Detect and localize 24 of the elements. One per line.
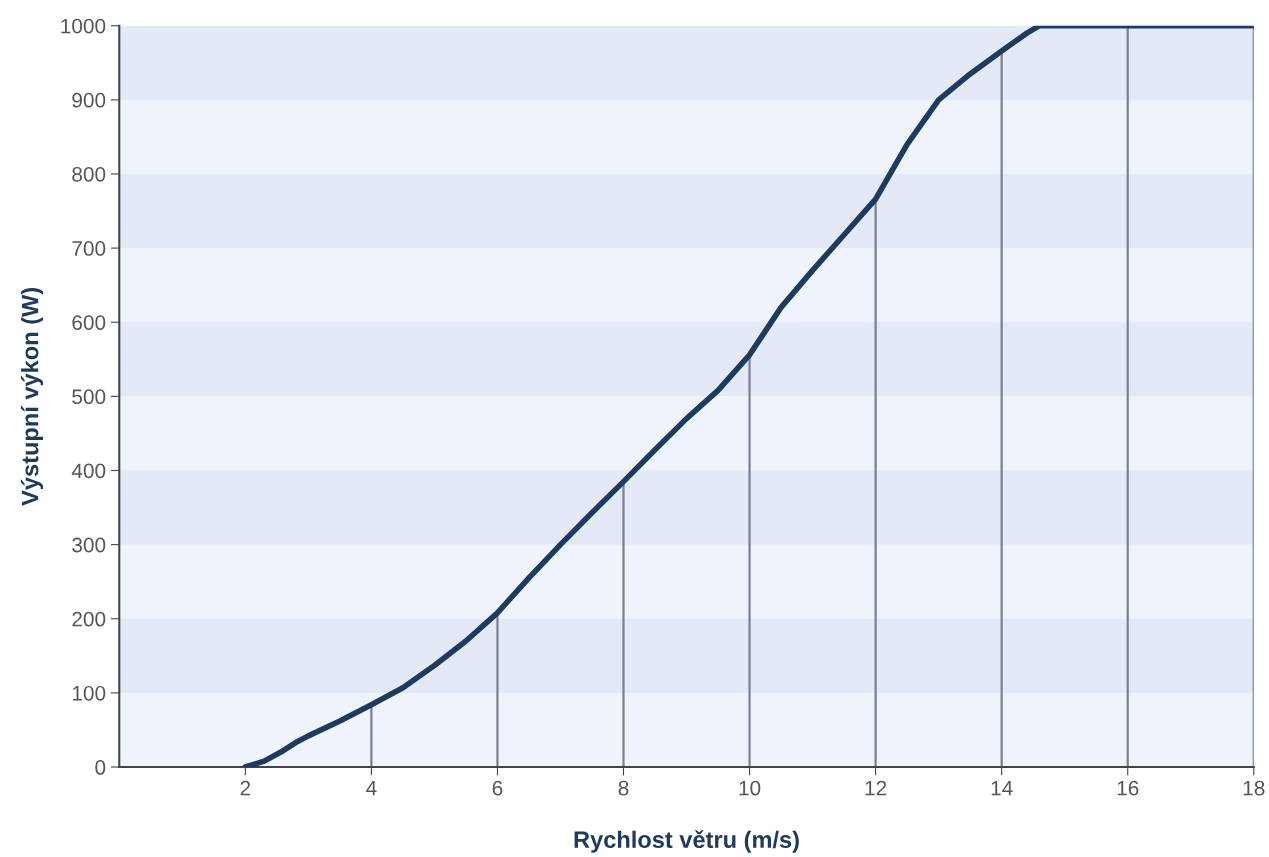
x-tick-label: 10 (739, 780, 761, 796)
y-tick-label: 0 (95, 760, 106, 775)
y-tick-label: 300 (72, 537, 106, 553)
x-axis-title: Rychlost větru (m/s) (574, 830, 799, 853)
y-tick-label: 400 (71, 463, 106, 479)
x-tick-label: 2 (240, 780, 251, 796)
y-tick-label: 800 (72, 166, 106, 182)
y-axis-title: Výstupní výkon (W) (20, 287, 44, 506)
y-tick-label: 700 (72, 241, 106, 256)
y-tick-label: 200 (72, 611, 106, 627)
y-tick-label: 900 (72, 92, 106, 108)
x-tick-label: 6 (492, 780, 503, 796)
x-tick-label: 12 (865, 780, 887, 796)
x-tick-label: 16 (1117, 780, 1139, 796)
x-tick-label: 18 (1243, 780, 1265, 796)
bar (874, 199, 877, 768)
y-tick-label: 100 (72, 685, 106, 701)
y-tick-label: 500 (72, 389, 106, 405)
y-tick-label: 600 (72, 315, 106, 330)
x-tick-label: 4 (366, 780, 377, 796)
x-tick-label: 14 (991, 780, 1013, 796)
bar (1126, 25, 1129, 768)
y-tick-label: 1000 (61, 18, 106, 34)
x-tick-label: 8 (618, 780, 629, 796)
